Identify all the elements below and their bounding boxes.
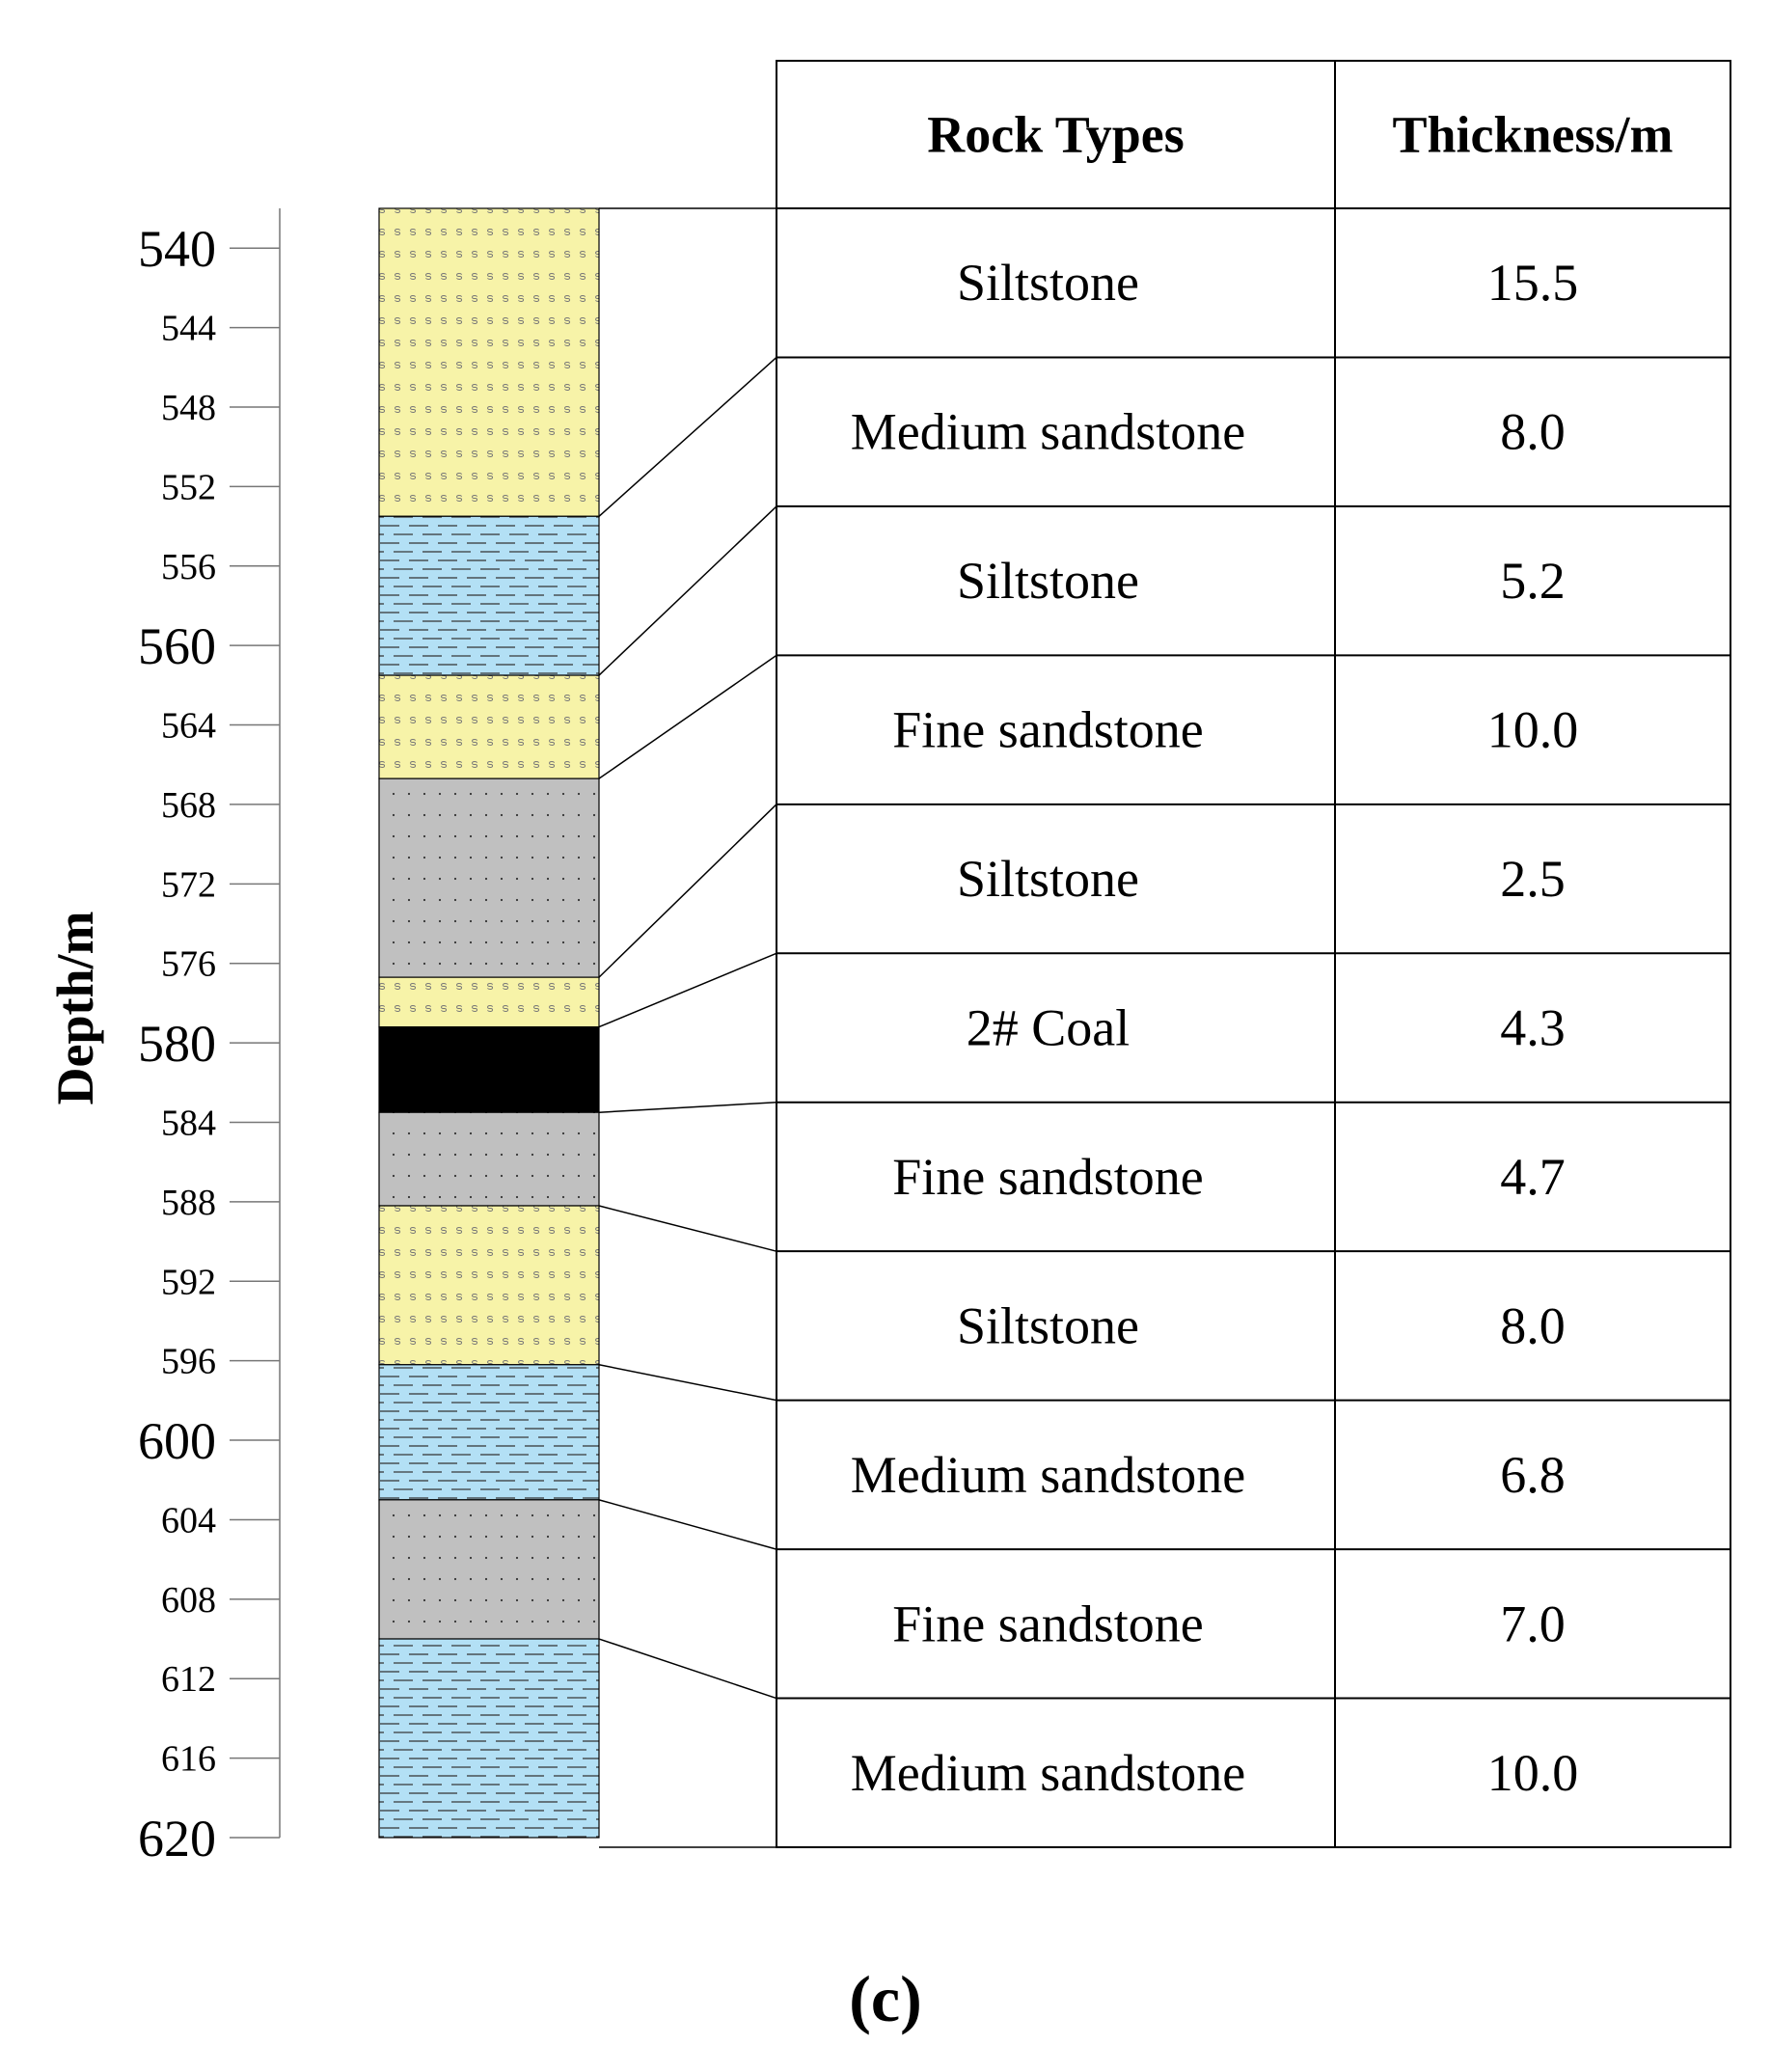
cell-thickness: 10.0 (1487, 701, 1579, 759)
connector-line (598, 1638, 777, 1700)
cell-thickness: 15.5 (1487, 254, 1579, 312)
connector-line (598, 1205, 777, 1252)
cell-thickness: 10.0 (1487, 1744, 1579, 1802)
cell-rock-type: 2# Coal (967, 999, 1131, 1057)
axis-tick-label: 616 (161, 1739, 216, 1780)
layer-medium-sandstone (378, 515, 600, 676)
figure-caption: (c) (849, 1962, 921, 2035)
layer-siltstone (378, 207, 600, 517)
axis-tick-label: 540 (138, 220, 216, 278)
axis-tick-label: 588 (161, 1183, 216, 1223)
cell-rock-type: Siltstone (957, 552, 1139, 610)
layer-medium-sandstone (378, 1364, 600, 1501)
connector-line (598, 1499, 777, 1550)
axis-tick-label: 556 (161, 547, 216, 587)
axis-tick-label: 592 (161, 1262, 216, 1302)
axis-tick-label: 584 (161, 1103, 216, 1143)
cell-rock-type: Fine sandstone (892, 701, 1203, 759)
axis-tick-label: 544 (161, 309, 216, 349)
cell-thickness: 5.2 (1500, 552, 1566, 610)
cell-rock-type: Medium sandstone (851, 1446, 1245, 1504)
cell-thickness: 7.0 (1500, 1595, 1566, 1652)
rock-table: Rock Types Thickness/m Siltstone 15.5 Medium… (599, 60, 1731, 1848)
cell-rock-type: Siltstone (957, 254, 1139, 312)
header-rock-types: Rock Types (927, 106, 1185, 164)
cell-rock-type: Siltstone (957, 850, 1139, 908)
axis-tick-label: 620 (138, 1810, 216, 1868)
connector-line (598, 505, 777, 676)
axis-tick-label: 580 (138, 1015, 216, 1073)
axis-tick-label: 576 (161, 944, 216, 985)
y-axis-title: Depth/m (46, 911, 104, 1104)
cell-thickness: 8.0 (1500, 403, 1566, 461)
cell-rock-type: Medium sandstone (851, 403, 1245, 461)
layer-siltstone (378, 976, 600, 1028)
cell-thickness: 4.7 (1500, 1148, 1566, 1206)
cell-thickness: 6.8 (1500, 1446, 1566, 1504)
cell-rock-type: Medium sandstone (851, 1744, 1245, 1802)
layer-siltstone (378, 674, 600, 779)
connector-line (598, 1364, 777, 1402)
connector-lines (598, 356, 777, 1700)
header-thickness: Thickness/m (1392, 106, 1673, 164)
axis-tick-label: 552 (161, 467, 216, 507)
axis-tick-label: 564 (161, 706, 216, 747)
axis-tick-label: 596 (161, 1342, 216, 1382)
connector-line (598, 952, 777, 1028)
cell-thickness: 4.3 (1500, 999, 1566, 1057)
connector-line (598, 654, 777, 779)
layer-fine-sandstone (378, 1499, 600, 1640)
axis-tick-label: 572 (161, 864, 216, 905)
axis-tick-label: 608 (161, 1580, 216, 1621)
layer-coal (378, 1026, 600, 1113)
axis-tick-label: 612 (161, 1659, 216, 1700)
cell-thickness: 2.5 (1500, 850, 1566, 908)
axis-tick-label: 604 (161, 1500, 216, 1540)
layer-fine-sandstone (378, 777, 600, 978)
cell-rock-type: Siltstone (957, 1296, 1139, 1354)
cell-thickness: 8.0 (1500, 1296, 1566, 1354)
connector-line (598, 356, 777, 517)
connector-line (598, 804, 777, 978)
layer-fine-sandstone (378, 1111, 600, 1207)
axis-tick-label: 600 (138, 1412, 216, 1470)
layer-siltstone (378, 1205, 600, 1366)
cell-rock-type: Fine sandstone (892, 1148, 1203, 1206)
lithology-column (378, 207, 600, 1839)
axis-tick-label: 560 (138, 617, 216, 675)
depth-axis: 540 544 548 552 556 560 564 568 572 576 580 584 588 5… (138, 208, 281, 1868)
axis-tick-label: 548 (161, 388, 216, 428)
cell-rock-type: Fine sandstone (892, 1595, 1203, 1652)
connector-line (598, 1101, 777, 1113)
axis-tick-label: 568 (161, 785, 216, 826)
layer-medium-sandstone (378, 1638, 600, 1839)
